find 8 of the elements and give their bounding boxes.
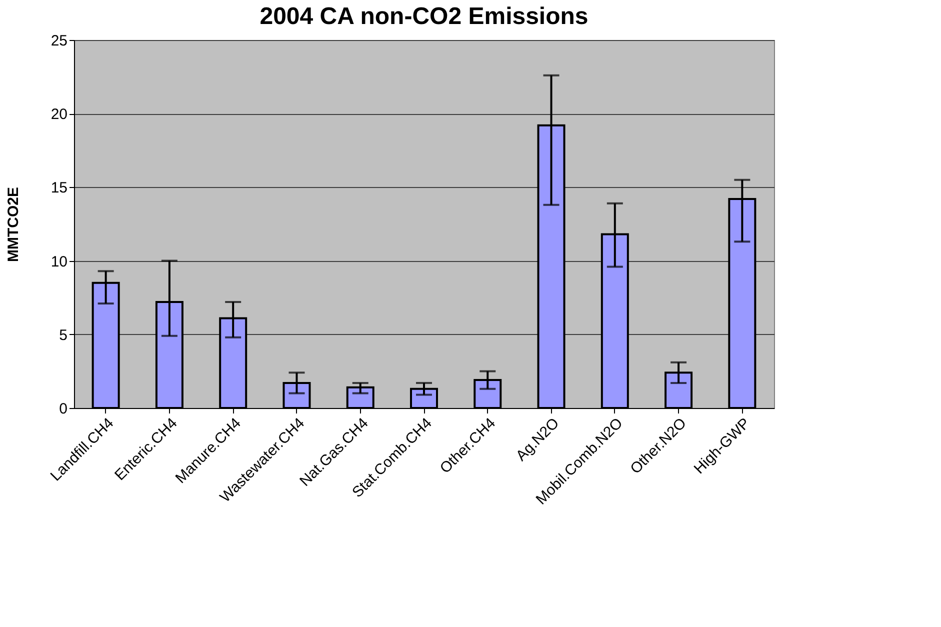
y-tick-label: 20 (50, 106, 68, 124)
y-tick-label: 25 (50, 32, 68, 50)
y-tick-label: 0 (59, 400, 68, 418)
chart-title: 2004 CA non-CO2 Emissions (260, 3, 588, 30)
y-tick-label: 10 (50, 253, 68, 270)
y-axis-title: MMTCO2E (4, 187, 22, 262)
y-tick-label: 5 (59, 326, 68, 344)
y-tick-label: 15 (50, 180, 68, 197)
